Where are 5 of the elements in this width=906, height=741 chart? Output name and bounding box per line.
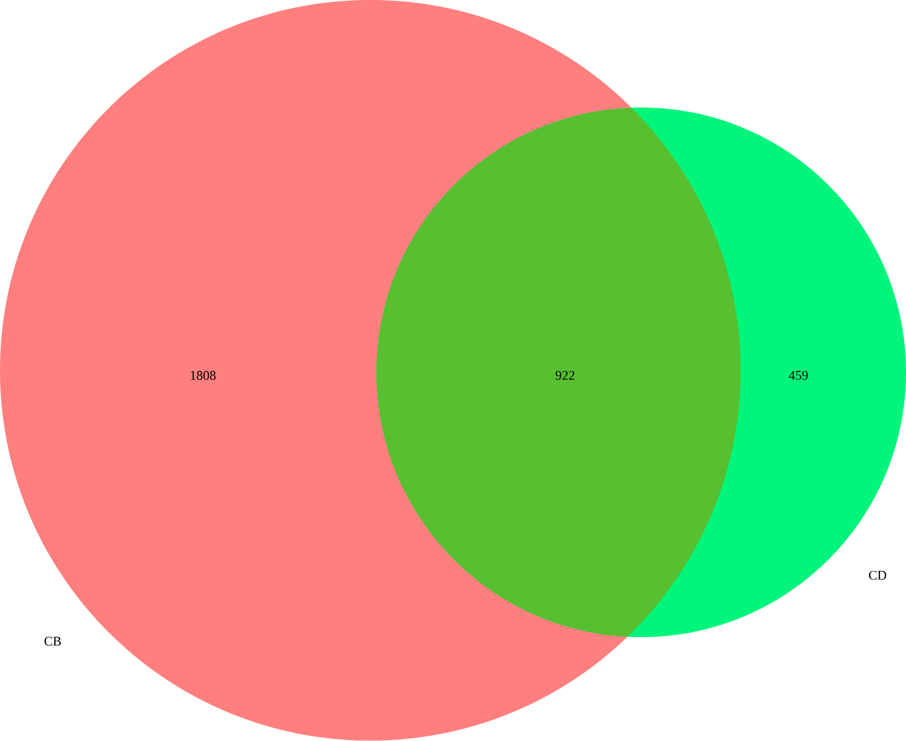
data-label: 1808 <box>190 371 216 380</box>
text: CD <box>868 571 886 580</box>
text: CB <box>44 636 61 646</box>
data-label: 922 <box>556 371 574 380</box>
data-label: 459 <box>788 371 808 380</box>
